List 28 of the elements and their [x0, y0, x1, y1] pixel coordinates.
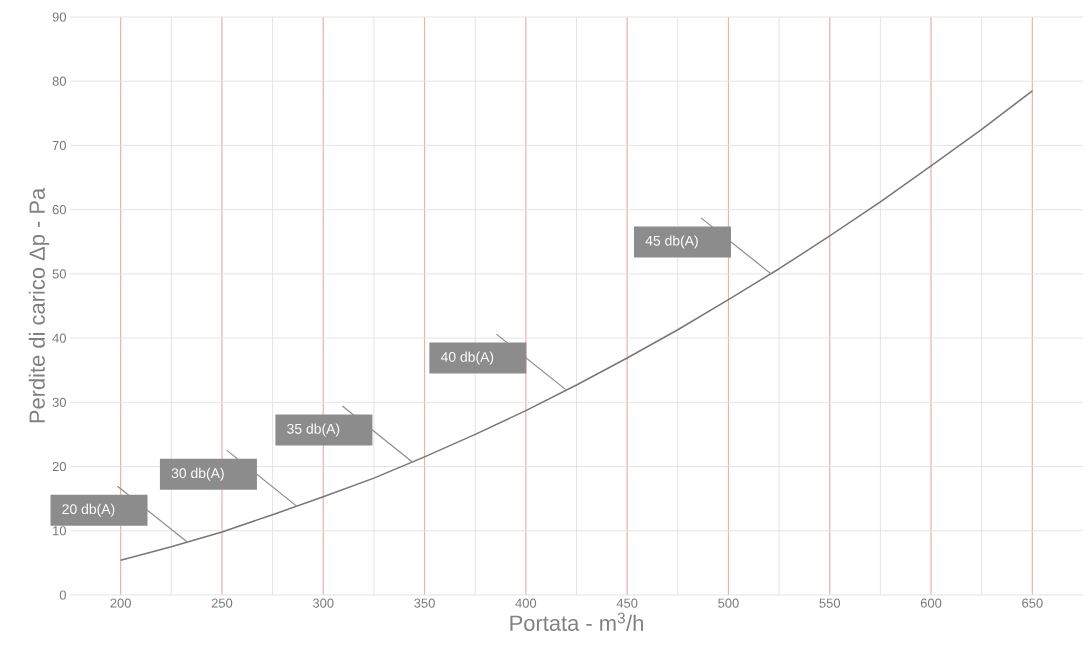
x-tick-label: 450	[616, 598, 638, 608]
y-tick-label: 30	[52, 397, 66, 407]
x-tick-label: 600	[920, 598, 942, 608]
y-tick-label: 80	[52, 76, 66, 86]
annotation: 20 db(A)	[62, 503, 115, 517]
x-tick-label: 550	[819, 598, 841, 608]
annotation: 30 db(A)	[171, 467, 224, 481]
y-tick-label: 0	[59, 590, 66, 600]
x-axis-title: Portata - m$^{3}$/h	[510, 612, 643, 631]
x-tick-label: 250	[211, 598, 233, 608]
x-tick-label: 200	[110, 598, 131, 608]
annotation: 35 db(A)	[287, 423, 340, 437]
x-tick-label: 650	[1022, 598, 1043, 608]
y-axis-title: Perdite di carico Δp - Pa	[28, 187, 50, 423]
annotation: 40 db(A)	[440, 351, 494, 365]
x-tick-label: 400	[515, 598, 537, 608]
y-tick-label: 10	[53, 526, 66, 536]
y-tick-label: 20	[52, 461, 66, 472]
y-tick-label: 60	[52, 205, 66, 215]
y-tick-label: 40	[52, 333, 66, 343]
x-tick-label: 350	[414, 598, 435, 608]
x-tick-label: 300	[312, 598, 334, 608]
line-series	[119, 90, 1034, 562]
y-tick-label: 70	[52, 140, 66, 151]
x-tick-label: 500	[718, 598, 739, 608]
annotation: 45 db(A)	[645, 235, 698, 249]
y-tick-label: 90	[52, 12, 66, 22]
y-tick-label: 50	[52, 269, 66, 279]
